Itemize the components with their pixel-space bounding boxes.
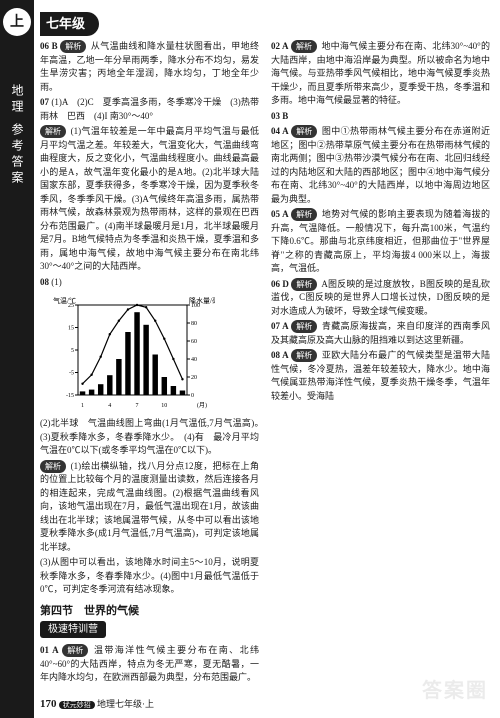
grade-badge: 上 (3, 8, 31, 36)
footer-tag: 状元妙招 (59, 701, 95, 709)
section-title: 第四节 世界的气候 (40, 603, 259, 620)
grade-text: 七年级 (40, 12, 99, 36)
camp-badge: 极速特训营 (40, 621, 106, 638)
q08-head: 08 (1) (40, 276, 259, 290)
analysis-pill: 解析 (62, 644, 88, 657)
q07-answers: (1)A (2)C 夏季高温多雨，冬季寒冷干燥 (3)热带雨林 巴西 (4)I … (40, 97, 259, 121)
svg-text:1: 1 (81, 403, 84, 409)
q08-text3: (1)绘出横纵轴，找八月分点12度，把标在上角的位置上比较每个月的温度测量出读数… (40, 461, 259, 552)
q07-num: 07 (40, 97, 49, 107)
sidebar: 上 地理 参考答案 (0, 0, 34, 718)
q07-analysis: 解析 (1)气温年较差是一年中最高月平均气温与最低月平均气温之差。年较差大，气温… (40, 125, 259, 274)
analysis-pill: 解析 (291, 208, 317, 221)
svg-text:-15: -15 (66, 393, 74, 399)
svg-text:15: 15 (68, 326, 74, 332)
q07-text: (1)气温年较差是一年中最高月平均气温与最低月平均气温之差。年较差大，气温变化大… (40, 126, 259, 271)
svg-text:100: 100 (191, 303, 200, 309)
svg-text:0: 0 (191, 393, 194, 399)
r-q05-num: 05 A (271, 209, 289, 219)
r-q03: 03 B (271, 110, 490, 124)
svg-text:40: 40 (191, 357, 197, 363)
svg-text:-5: -5 (69, 371, 74, 377)
svg-text:7: 7 (136, 403, 139, 409)
analysis-pill: 解析 (291, 349, 317, 362)
svg-text:10: 10 (161, 403, 167, 409)
svg-text:60: 60 (191, 339, 197, 345)
camp-row: 极速特训营 (40, 621, 259, 642)
analysis-pill: 解析 (40, 125, 66, 138)
r-q08-num: 08 A (271, 350, 289, 360)
svg-text:4: 4 (108, 403, 111, 409)
analysis-pill: 解析 (291, 125, 317, 138)
r-q04: 04 A 解析 图中①热带雨林气候主要分布在赤道附近地区；图中②热带草原气候主要… (271, 125, 490, 206)
r-q01: 01 A 解析 温带海洋性气候主要分布在南、北纬40°~60°的大陆西岸，特点为… (40, 644, 259, 685)
q08-cont: (3)从图中可以看出，该地降水时间主5～10月，说明夏秋季降水多，冬春季降水少。… (40, 556, 259, 597)
page-number: 170 (40, 698, 57, 710)
q08-analysis: 解析 (1)绘出横纵轴，找八月分点12度，把标在上角的位置上比较每个月的温度测量… (40, 460, 259, 555)
r-q06: 06 D 解析 A图反映的是过度放牧，B图反映的是乱砍滥伐，C图反映的是世界人口… (271, 278, 490, 319)
footer-book: 地理七年级·上 (97, 699, 154, 709)
climate-svg: 气温/℃降水量/毫米-15-55152502040608010014710(月) (50, 293, 215, 413)
q07-ans: 07 (1)A (2)C 夏季高温多雨，冬季寒冷干燥 (3)热带雨林 巴西 (4… (40, 96, 259, 123)
analysis-pill: 解析 (60, 40, 86, 53)
r-q02: 02 A 解析 地中海气候主要分布在南、北纬30°~40°的大陆西岸，由地中海沿… (271, 40, 490, 108)
page-content: 06 B 解析 从气温曲线和降水量柱状图看出，甲地终年高温，乙地一年分旱雨两季，… (40, 40, 490, 700)
r-q06-num: 06 D (271, 279, 289, 289)
r-q03-num: 03 B (271, 111, 288, 121)
q08-text2: (2)北半球 气温曲线图上弯曲(1月气温低,7月气温高)。 (3)夏秋季降水多，… (40, 417, 259, 458)
r-q02-num: 02 A (271, 41, 288, 51)
climate-chart: 气温/℃降水量/毫米-15-55152502040608010014710(月) (50, 293, 215, 413)
footer: 170 状元妙招 地理七年级·上 (40, 696, 154, 713)
q08-sub1: (1) (51, 277, 62, 287)
r-q05: 05 A 解析 地势对气候的影响主要表现为随着海拔的升高，气温降低。一般情况下，… (271, 208, 490, 276)
svg-text:25: 25 (68, 303, 74, 309)
r-q07-num: 07 A (271, 321, 289, 331)
analysis-pill: 解析 (40, 460, 66, 473)
svg-text:20: 20 (191, 375, 197, 381)
analysis-pill: 解析 (291, 320, 317, 333)
q06: 06 B 解析 从气温曲线和降水量柱状图看出，甲地终年高温，乙地一年分旱雨两季，… (40, 40, 259, 94)
r-q04-num: 04 A (271, 126, 289, 136)
r-q07: 07 A 解析 青藏高原海拔高，来自印度洋的西南季风及其藏高原及高大山脉的阻挡难… (271, 320, 490, 347)
q08-num: 08 (40, 277, 49, 287)
analysis-pill: 解析 (291, 40, 317, 53)
svg-text:80: 80 (191, 321, 197, 327)
svg-text:5: 5 (71, 348, 74, 354)
q06-num: 06 B (40, 41, 58, 51)
sidebar-subject: 地理 参考答案 (8, 84, 26, 187)
r-q01-num: 01 A (40, 645, 59, 655)
r-q08: 08 A 解析 亚欧大陆分布最广的气候类型是温带大陆性气候，冬冷夏热，温差年较差… (271, 349, 490, 403)
analysis-pill: 解析 (291, 278, 317, 291)
svg-text:(月): (月) (197, 402, 207, 409)
watermark: 答案圈 (422, 676, 488, 706)
